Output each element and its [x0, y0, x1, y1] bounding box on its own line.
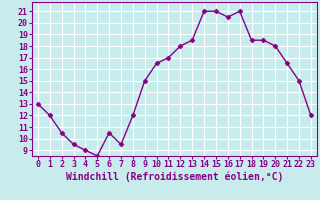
X-axis label: Windchill (Refroidissement éolien,°C): Windchill (Refroidissement éolien,°C) [66, 172, 283, 182]
